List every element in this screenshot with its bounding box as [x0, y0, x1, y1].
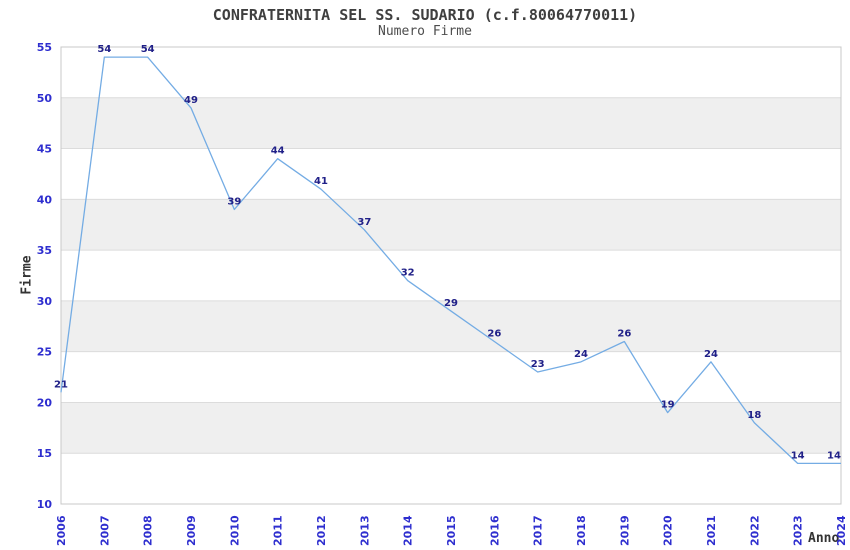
data-point-label: 24: [704, 349, 718, 360]
grid-band: [61, 300, 841, 352]
data-point-label: 29: [444, 298, 458, 309]
data-point-label: 44: [271, 146, 285, 157]
data-point-label: 41: [314, 176, 328, 187]
data-point-label: 19: [661, 400, 675, 411]
data-point-label: 37: [357, 217, 371, 228]
data-point-label: 24: [574, 349, 588, 360]
x-tick-label: 2020: [662, 515, 675, 546]
y-tick-label: 30: [37, 295, 53, 308]
y-tick-label: 40: [37, 193, 53, 206]
plot-border: [60, 46, 842, 505]
y-tick-label: 45: [37, 143, 52, 156]
x-tick-label: 2018: [575, 515, 588, 546]
data-point-label: 54: [97, 44, 111, 55]
y-tick-label: 25: [37, 346, 52, 359]
data-point-label: 14: [827, 450, 841, 461]
x-tick-label: 2013: [358, 515, 371, 546]
x-tick-label: 2006: [55, 515, 68, 546]
data-point-label: 21: [54, 379, 68, 390]
x-tick-label: 2014: [402, 515, 415, 546]
x-tick-label: 2009: [185, 515, 198, 546]
data-point-label: 23: [531, 359, 545, 370]
y-tick-label: 55: [37, 41, 52, 54]
grid-band: [61, 199, 841, 251]
x-tick-label: 2011: [272, 515, 285, 546]
x-tick-label: 2012: [315, 515, 328, 546]
x-tick-label: 2021: [705, 515, 718, 546]
grid-band: [61, 97, 841, 149]
x-axis-title: Anno: [808, 531, 840, 546]
x-tick-label: 2008: [142, 515, 155, 546]
data-point-label: 26: [617, 329, 631, 340]
y-tick-label: 20: [37, 396, 53, 409]
data-point-label: 32: [401, 268, 415, 279]
y-tick-label: 50: [37, 92, 53, 105]
data-point-label: 39: [227, 196, 241, 207]
x-tick-label: 2015: [445, 515, 458, 546]
chart-title: CONFRATERNITA SEL SS. SUDARIO (c.f.80064…: [212, 6, 638, 24]
y-tick-label: 15: [37, 447, 52, 460]
x-tick-label: 2007: [98, 515, 111, 546]
chart-subtitle: Numero Firme: [378, 24, 472, 39]
x-tick-label: 2019: [618, 515, 631, 546]
data-point-label: 14: [791, 450, 805, 461]
x-tick-label: 2023: [792, 515, 805, 546]
data-point-label: 18: [747, 410, 761, 421]
data-point-label: 49: [184, 95, 198, 106]
y-tick-label: 10: [37, 498, 53, 511]
x-tick-label: 2017: [532, 515, 545, 546]
grid-band: [61, 402, 841, 454]
data-line: [60, 56, 841, 465]
data-point-label: 54: [141, 44, 155, 55]
data-point-label: 26: [487, 329, 501, 340]
x-tick-label: 2016: [488, 515, 501, 546]
x-tick-label: 2010: [228, 515, 241, 546]
x-tick-label: 2024: [835, 515, 848, 546]
x-tick-label: 2022: [748, 515, 761, 546]
y-tick-label: 35: [37, 244, 52, 257]
